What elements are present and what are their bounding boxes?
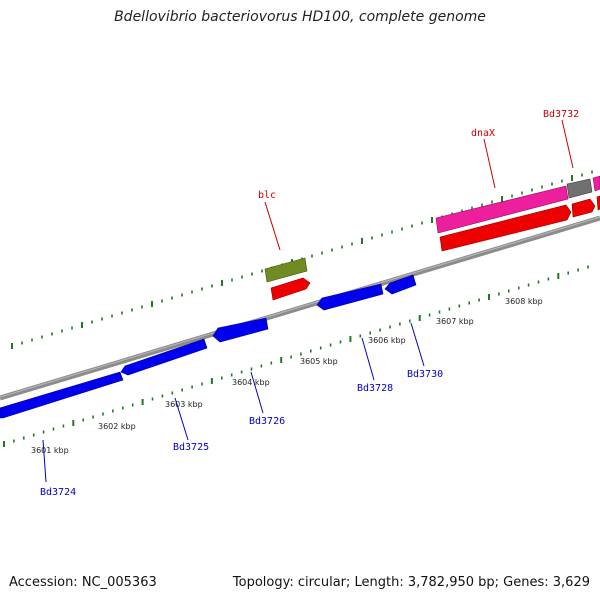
gene-feature-bd3732-cds[interactable] <box>571 198 596 218</box>
gene-feature-bd3730[interactable] <box>384 274 417 295</box>
gene-label-dnax[interactable]: dnaX <box>471 128 495 139</box>
leader-bd3728 <box>361 337 375 381</box>
ruler-label: 3605 kbp <box>300 357 338 366</box>
gene-feature-bd3732[interactable] <box>566 178 593 199</box>
ruler-label: 3604 kbp <box>232 378 270 387</box>
leader-dnax <box>483 138 496 189</box>
gene-feature-bd3728[interactable] <box>316 283 384 311</box>
ruler-label: 3606 kbp <box>368 336 406 345</box>
leader-blc <box>264 201 281 251</box>
leader-bd3724 <box>42 439 47 483</box>
genome-summary: Topology: circular; Length: 3,782,950 bp… <box>232 575 590 590</box>
leader-bd3725 <box>174 397 189 441</box>
gene-label-bd3724[interactable]: Bd3724 <box>40 487 76 498</box>
lower-tick-track <box>3 265 589 447</box>
gene-feature-bd3726[interactable] <box>212 317 269 343</box>
gene-feature-dnax-cds[interactable] <box>439 204 572 252</box>
accession-label: Accession: NC_005363 <box>9 575 157 590</box>
map-title: Bdellovibrio bacteriovorus HD100, comple… <box>114 9 486 25</box>
gene-label-bd3730[interactable]: Bd3730 <box>407 369 443 380</box>
gene-feature-blc-cds[interactable] <box>270 277 311 301</box>
gene-feature-bd3725[interactable] <box>120 338 208 376</box>
gene-feature-dnax[interactable] <box>435 185 569 234</box>
gene-feature-blc[interactable] <box>264 257 308 283</box>
gene-feature-edge[interactable] <box>592 175 600 192</box>
ruler-label: 3601 kbp <box>31 446 69 455</box>
gene-label-bd3732[interactable]: Bd3732 <box>543 109 579 120</box>
leader-bd3726 <box>250 371 264 414</box>
genome-backbone-highlight <box>0 216 600 398</box>
gene-feature-edge-cds[interactable] <box>596 195 600 211</box>
ruler-label: 3608 kbp <box>505 297 543 306</box>
gene-label-bd3728[interactable]: Bd3728 <box>357 383 393 394</box>
leader-bd3732 <box>561 119 574 169</box>
gene-label-leaders <box>42 119 574 483</box>
genome-backbone <box>0 215 600 401</box>
gene-feature-bd3724[interactable] <box>0 371 124 419</box>
ruler-label: 3607 kbp <box>436 317 474 326</box>
gene-label-bd3725[interactable]: Bd3725 <box>173 442 209 453</box>
gene-label-bd3726[interactable]: Bd3726 <box>249 416 285 427</box>
gene-features <box>0 175 600 419</box>
gene-label-blc[interactable]: blc <box>258 190 276 201</box>
ruler-label: 3603 kbp <box>165 400 203 409</box>
leader-bd3730 <box>410 322 425 367</box>
ruler-label: 3602 kbp <box>98 422 136 431</box>
